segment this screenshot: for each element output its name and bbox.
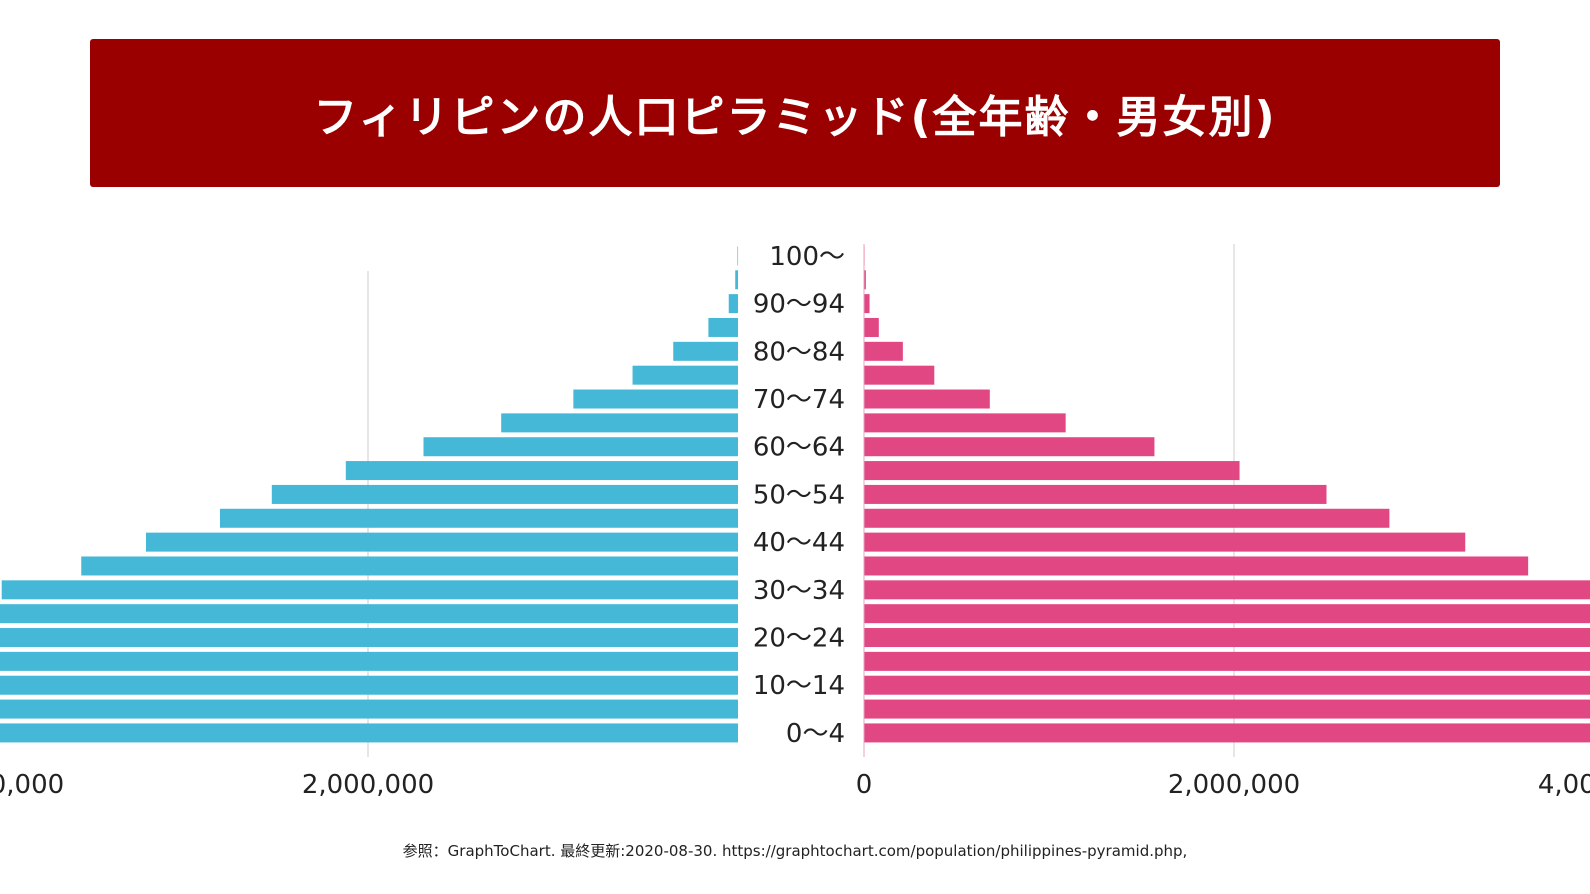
female-bar <box>864 270 866 290</box>
male-bar <box>0 604 738 624</box>
age-label: 80〜84 <box>753 337 845 367</box>
age-label: 20〜24 <box>753 624 845 654</box>
female-bar <box>864 341 903 361</box>
male-bar <box>423 437 738 457</box>
x-tick-label-right: 2,000,000 <box>1168 770 1300 800</box>
female-bar <box>864 389 990 409</box>
female-bar <box>864 484 1327 504</box>
female-bar <box>864 723 1590 743</box>
female-bar <box>864 699 1590 719</box>
female-bar <box>864 294 870 314</box>
male-bar <box>1 580 738 600</box>
age-label: 90〜94 <box>753 290 845 320</box>
age-label: 60〜64 <box>753 433 845 463</box>
female-bar <box>864 580 1590 600</box>
female-bar <box>864 413 1066 433</box>
x-tick-label-right: 4,000,000 <box>1538 770 1590 800</box>
male-bar <box>146 532 738 552</box>
age-label: 40〜44 <box>753 528 845 558</box>
female-bar <box>864 437 1155 457</box>
page-title: フィリピンの人口ピラミッド(全年齢・男女別) <box>313 92 1277 143</box>
age-label: 30〜34 <box>753 576 845 606</box>
female-bar <box>864 365 935 385</box>
female-bar <box>864 556 1529 576</box>
male-bar <box>0 699 738 719</box>
male-bar <box>0 651 738 671</box>
female-bar <box>864 651 1590 671</box>
title-banner: フィリピンの人口ピラミッド(全年齢・男女別) <box>90 39 1500 187</box>
x-tick-label-left: 2,000,000 <box>302 770 434 800</box>
male-bar <box>737 246 739 266</box>
age-label: 100〜 <box>769 242 845 272</box>
female-bar <box>864 461 1240 481</box>
male-bar <box>708 317 738 337</box>
male-bar <box>0 628 739 648</box>
age-label: 50〜54 <box>753 480 845 510</box>
male-bar <box>501 413 738 433</box>
male-bar <box>0 675 738 695</box>
x-tick-label-left: 4,000,000 <box>0 770 64 800</box>
female-bar <box>864 628 1590 648</box>
male-bar <box>345 461 738 481</box>
male-bar <box>0 723 738 743</box>
female-bar <box>864 604 1590 624</box>
male-bar <box>573 389 738 409</box>
male-bar <box>271 484 738 504</box>
female-bar <box>864 532 1466 552</box>
male-bar <box>728 294 738 314</box>
female-bar <box>864 675 1590 695</box>
female-bar <box>864 508 1390 528</box>
female-bar <box>864 317 879 337</box>
male-bar <box>632 365 738 385</box>
age-label: 0〜4 <box>786 719 845 749</box>
x-tick-label-right: 0 <box>856 770 873 800</box>
age-label: 70〜74 <box>753 385 845 415</box>
source-note: 参照：GraphToChart. 最終更新:2020-08-30. https:… <box>402 842 1188 860</box>
age-label: 10〜14 <box>753 671 845 701</box>
male-bar <box>220 508 738 528</box>
male-bar <box>673 341 738 361</box>
male-bar <box>81 556 738 576</box>
male-bar <box>735 270 738 290</box>
